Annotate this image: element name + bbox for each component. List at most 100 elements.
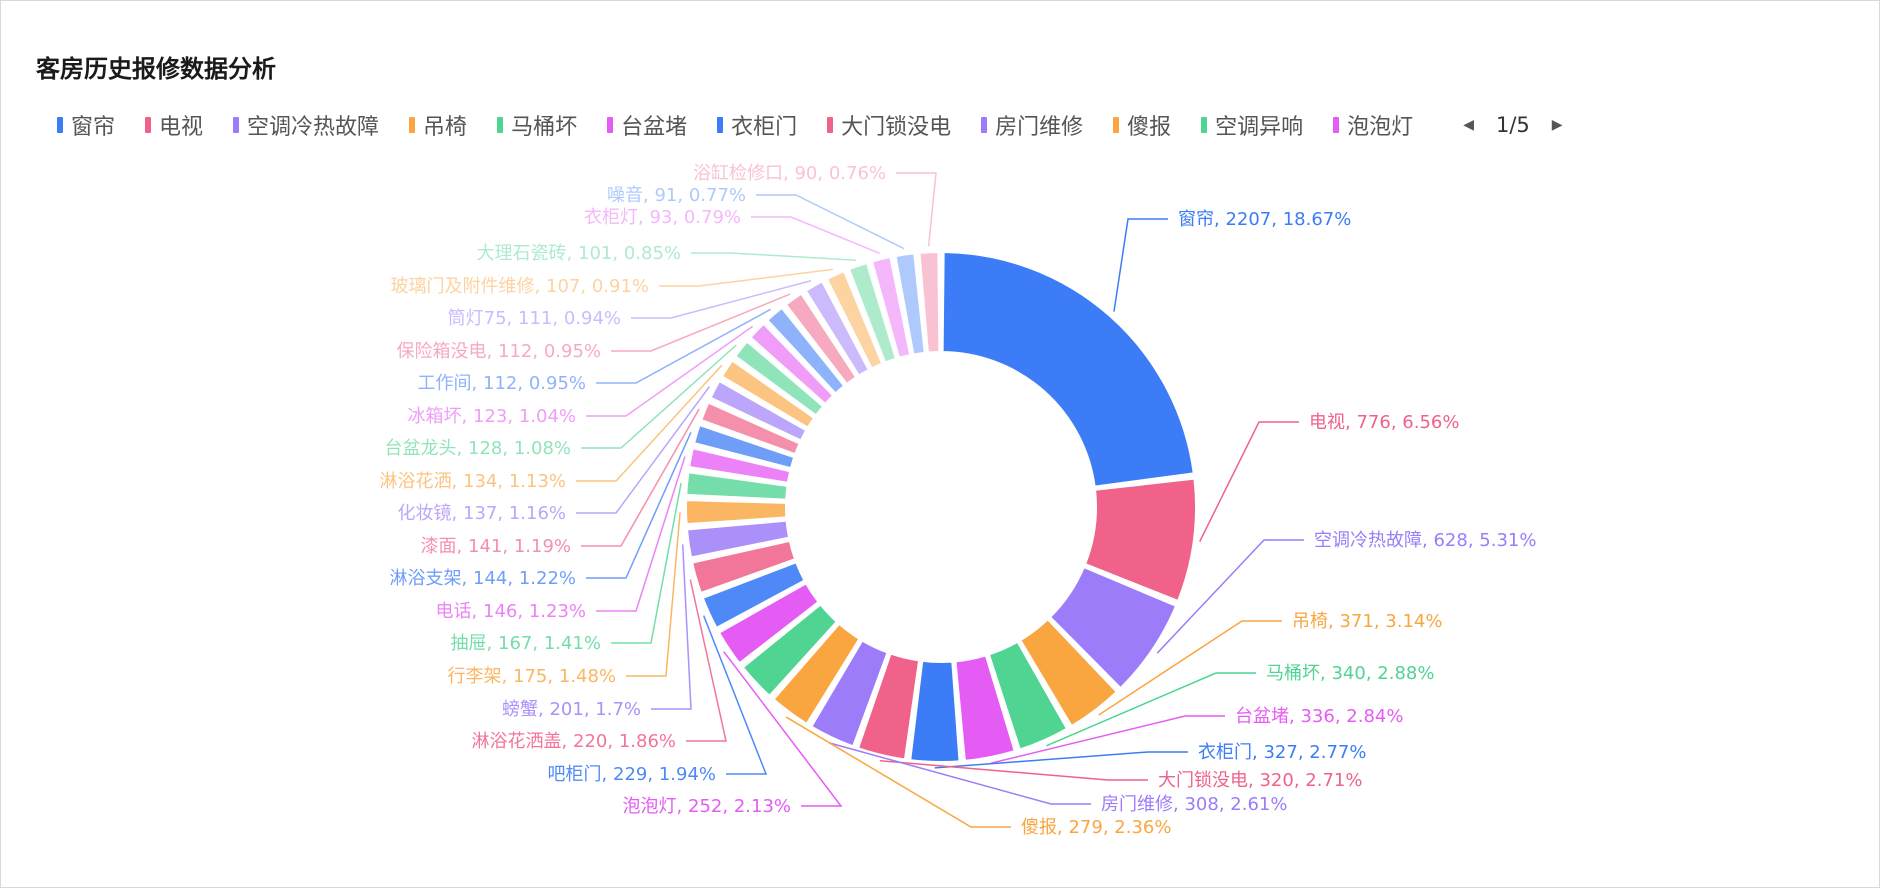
slice-data-label: 台盆龙头, 128, 1.08% xyxy=(385,438,571,459)
slice-label-percent: 2.77% xyxy=(1309,742,1366,763)
legend-item[interactable]: 大门锁没电 xyxy=(827,109,951,141)
label-leader-line xyxy=(896,172,937,247)
pie-slice[interactable] xyxy=(987,640,1069,751)
pie-slice[interactable] xyxy=(856,652,921,761)
slice-label-name: 空调冷热故障 xyxy=(1314,530,1422,551)
slice-label-percent: 1.23% xyxy=(529,601,586,622)
legend-next-page-icon[interactable]: ▶ xyxy=(1551,117,1563,133)
legend-label: 台盆堵 xyxy=(621,115,688,140)
slice-label-name: 漆面 xyxy=(421,536,457,557)
slice-data-label: 螃蟹, 201, 1.7% xyxy=(502,699,641,720)
slice-label-name: 大理石瓷砖 xyxy=(477,243,567,264)
pie-slice[interactable] xyxy=(918,251,941,354)
pie-slice[interactable] xyxy=(1083,477,1197,603)
slice-label-percent: 0.95% xyxy=(544,341,601,362)
pie-slice[interactable] xyxy=(784,292,858,386)
slice-label-value: 93 xyxy=(649,207,672,228)
slice-data-label: 吊椅, 371, 3.14% xyxy=(1292,611,1442,632)
pie-slice[interactable] xyxy=(847,261,898,364)
slice-label-name: 浴缸检修口 xyxy=(693,162,783,184)
slice-label-value: 112 xyxy=(498,341,532,362)
legend-item[interactable]: 电视 xyxy=(145,109,203,141)
slice-label-name: 台盆龙头 xyxy=(385,438,457,459)
slice-label-value: 628 xyxy=(1433,530,1467,551)
pie-slice[interactable] xyxy=(692,423,796,470)
slice-label-value: 107 xyxy=(546,276,580,297)
slice-label-name: 淋浴花洒 xyxy=(380,471,452,492)
pie-slice[interactable] xyxy=(870,255,912,360)
legend-item[interactable]: 衣柜门 xyxy=(717,109,797,141)
slice-label-percent: 1.7% xyxy=(595,699,641,720)
legend-item[interactable]: 泡泡灯 xyxy=(1333,109,1413,141)
legend-item[interactable]: 房门维修 xyxy=(981,109,1083,141)
legend-item[interactable]: 空调异响 xyxy=(1201,109,1303,141)
slice-data-label: 行李架, 175, 1.48% xyxy=(448,666,616,687)
slice-data-label: 吧柜门, 229, 1.94% xyxy=(548,764,716,785)
slice-label-percent: 1.86% xyxy=(619,731,676,752)
legend-marker-icon xyxy=(1113,117,1120,133)
slice-label-value: 141 xyxy=(468,536,502,557)
legend-item[interactable]: 台盆堵 xyxy=(607,109,687,141)
pie-slice[interactable] xyxy=(717,581,820,665)
legend-item[interactable]: 吊椅 xyxy=(409,109,467,141)
pie-slice[interactable] xyxy=(1018,617,1119,728)
slice-label-value: 308 xyxy=(1184,794,1218,815)
slice-label-percent: 0.95% xyxy=(529,373,586,394)
pie-slice[interactable] xyxy=(749,322,835,406)
label-leader-line xyxy=(586,325,754,417)
pie-slice[interactable] xyxy=(804,280,871,377)
slice-label-value: 279 xyxy=(1068,817,1102,838)
slice-label-percent: 1.08% xyxy=(514,438,571,459)
slice-data-label: 淋浴花洒盖, 220, 1.86% xyxy=(472,731,676,752)
pie-slice[interactable] xyxy=(709,379,808,442)
legend-label: 吊椅 xyxy=(423,115,468,140)
slice-data-label: 工作间, 112, 0.95% xyxy=(418,373,586,394)
legend-item[interactable]: 窗帘 xyxy=(57,109,115,141)
slice-label-percent: 1.94% xyxy=(659,764,716,785)
pie-slice[interactable] xyxy=(894,252,926,356)
legend-item[interactable]: 空调冷热故障 xyxy=(233,109,379,141)
slice-label-value: 220 xyxy=(573,731,607,752)
legend-item[interactable]: 傻报 xyxy=(1113,109,1171,141)
slice-label-percent: 2.71% xyxy=(1305,770,1362,791)
legend-prev-page-icon[interactable]: ◀ xyxy=(1463,117,1474,133)
slice-label-percent: 1.04% xyxy=(519,406,576,427)
slice-label-percent: 1.41% xyxy=(544,633,601,654)
pie-slice[interactable] xyxy=(685,471,789,501)
pie-slice[interactable] xyxy=(941,251,1195,488)
pie-slice[interactable] xyxy=(685,519,791,559)
legend-item[interactable]: 马桶坏 xyxy=(497,109,577,141)
slice-label-name: 衣柜门 xyxy=(1198,742,1252,763)
pie-slice[interactable] xyxy=(688,447,792,484)
pie-slice[interactable] xyxy=(690,539,797,595)
label-leader-line xyxy=(611,482,682,644)
slice-data-label: 保险箱没电, 112, 0.95% xyxy=(397,341,601,362)
pie-slice[interactable] xyxy=(733,340,825,417)
label-leader-line xyxy=(631,279,812,319)
slice-label-value: 144 xyxy=(473,568,507,589)
slice-data-label: 化妆镜, 137, 1.16% xyxy=(398,503,566,524)
pie-slice[interactable] xyxy=(720,359,816,429)
pie-slice[interactable] xyxy=(772,622,861,726)
pie-slice[interactable] xyxy=(909,659,961,763)
slice-data-label: 台盆堵, 336, 2.84% xyxy=(1235,706,1403,727)
legend-label: 窗帘 xyxy=(71,115,116,140)
pie-slice[interactable] xyxy=(810,639,889,748)
pie-slice[interactable] xyxy=(825,269,884,370)
label-leader-line xyxy=(934,751,1188,769)
pie-slice[interactable] xyxy=(1048,565,1178,690)
slice-label-name: 电视 xyxy=(1309,412,1345,433)
legend-label: 傻报 xyxy=(1127,115,1172,140)
pie-slice[interactable] xyxy=(954,654,1016,762)
pie-slice[interactable] xyxy=(766,306,846,395)
pie-slice[interactable] xyxy=(700,401,801,456)
pie-slice[interactable] xyxy=(701,560,806,630)
pie-slice[interactable] xyxy=(685,499,788,526)
slice-data-label: 马桶坏, 340, 2.88% xyxy=(1266,663,1434,684)
pie-slice[interactable] xyxy=(741,603,839,698)
slice-label-percent: 2.88% xyxy=(1377,663,1434,684)
slice-label-name: 螃蟹 xyxy=(502,699,538,720)
slice-data-label: 空调冷热故障, 628, 5.31% xyxy=(1314,530,1536,551)
